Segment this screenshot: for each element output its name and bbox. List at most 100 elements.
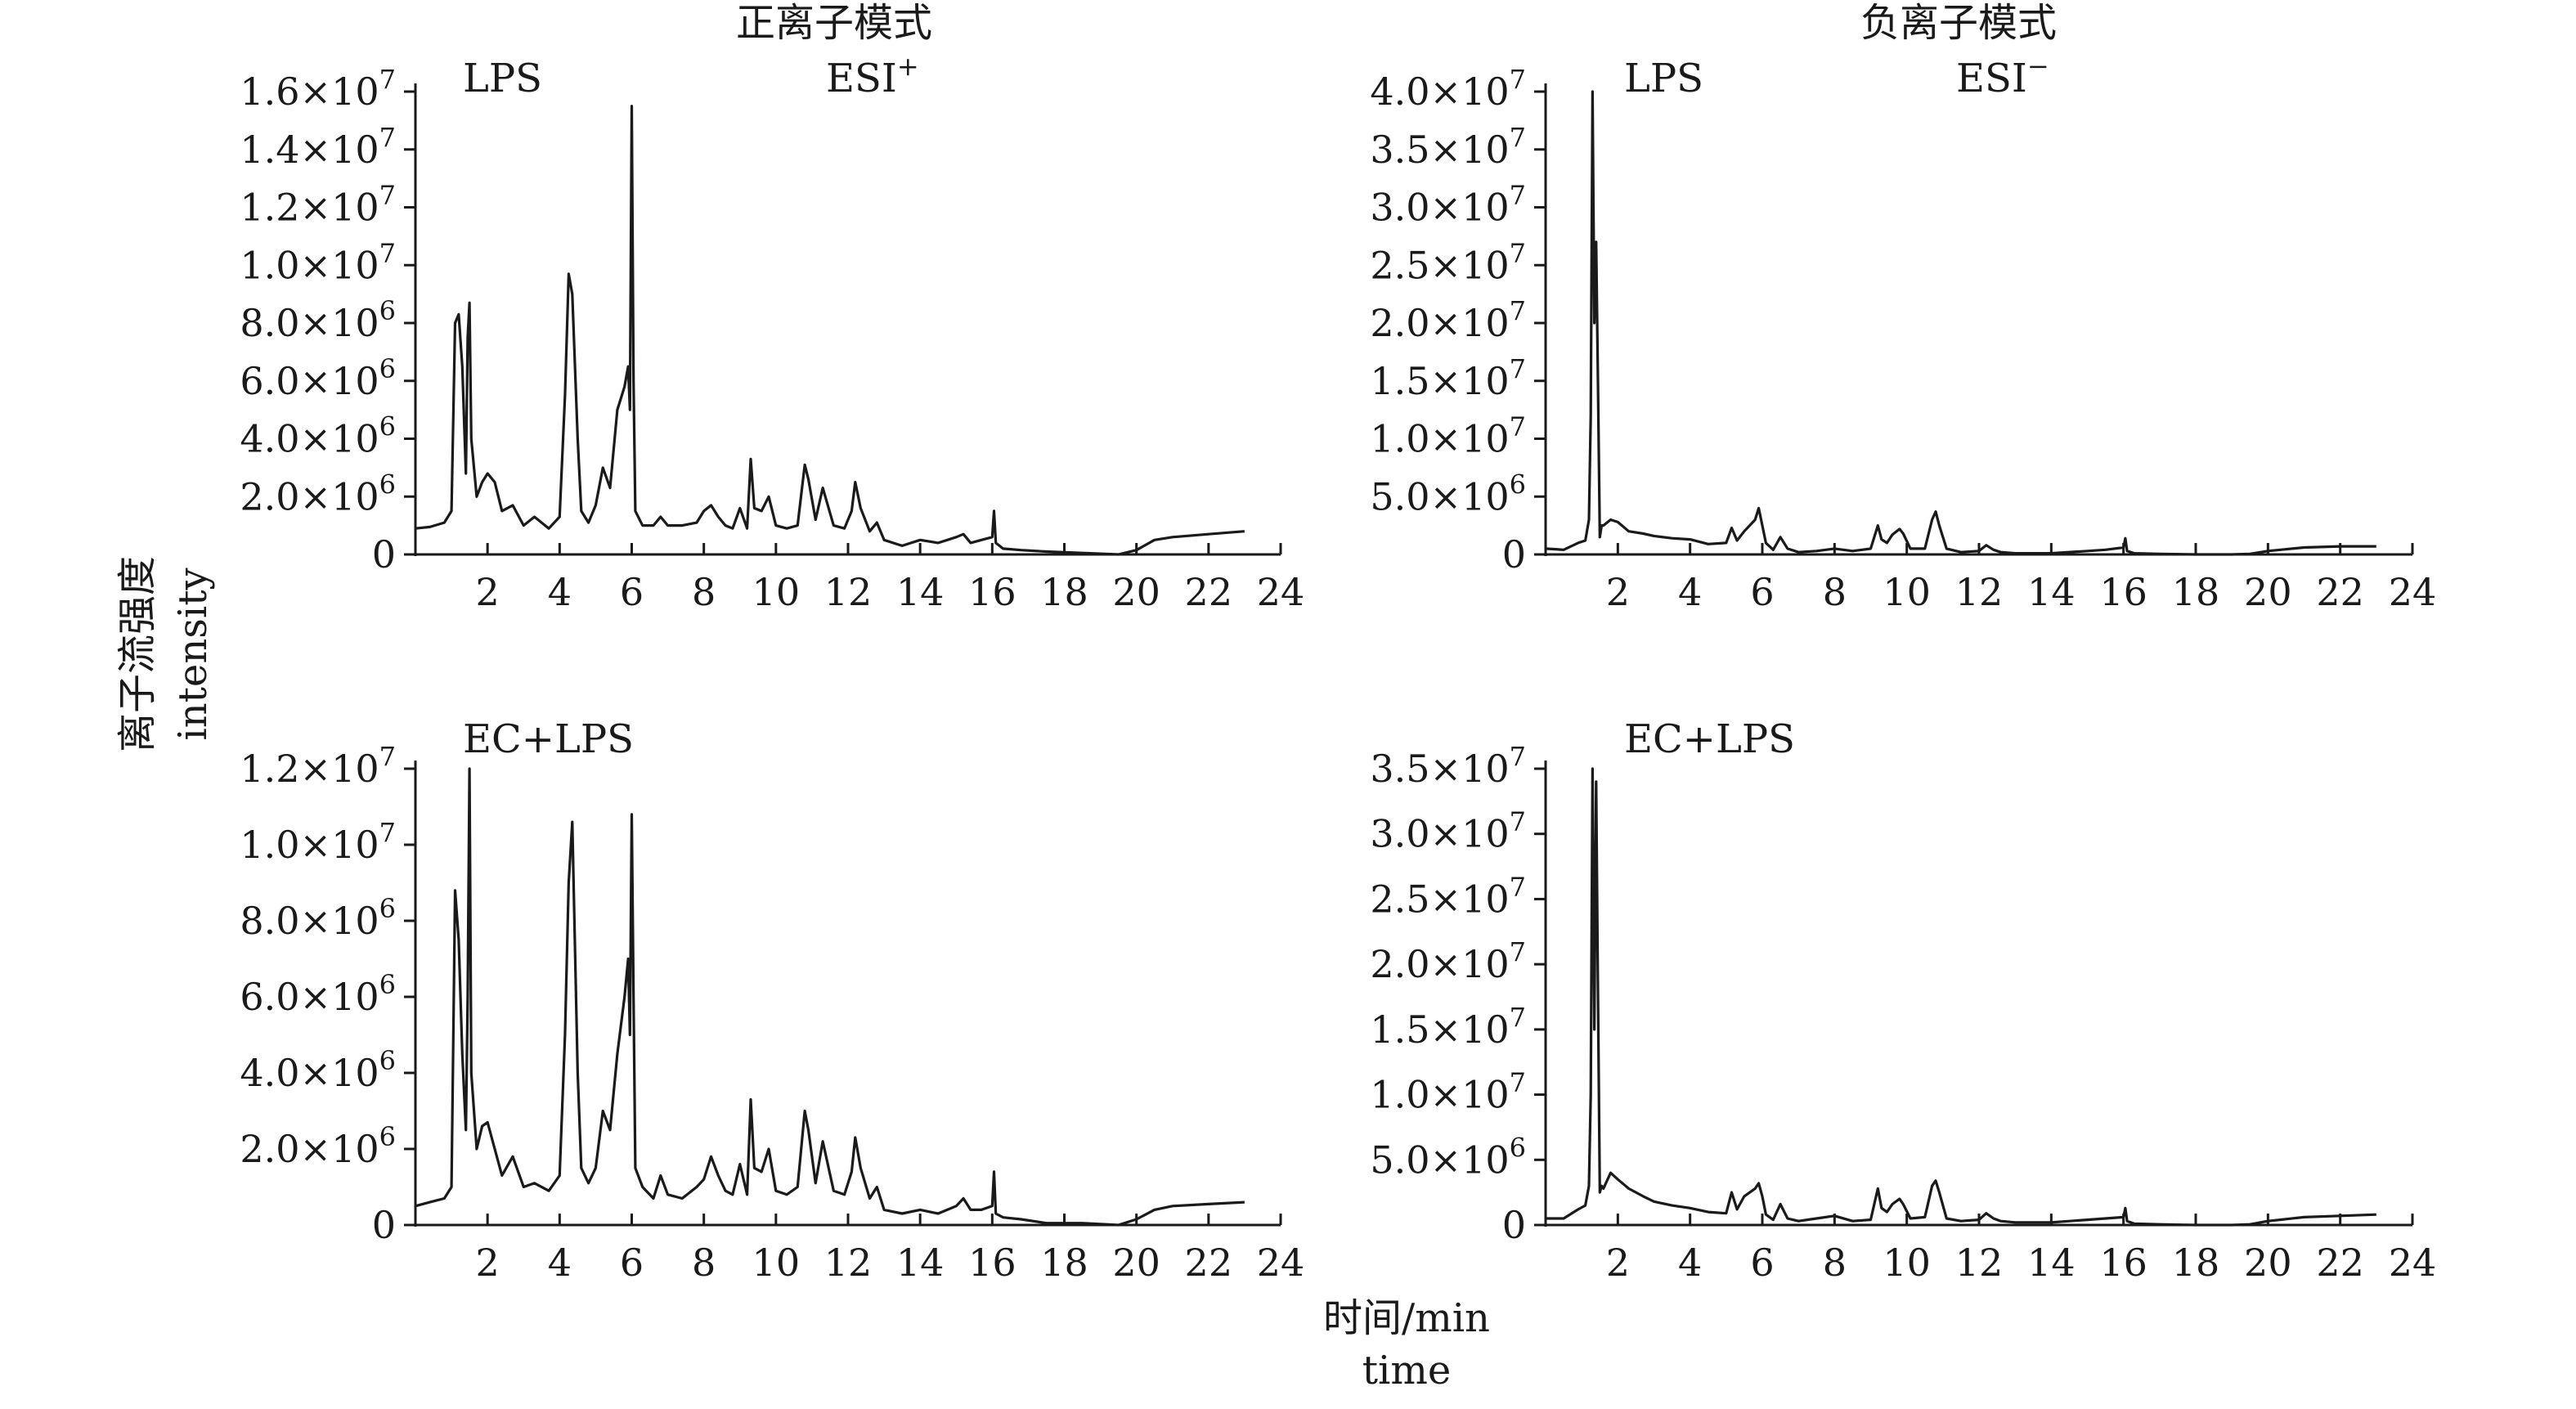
y-tick-label: 6.0×106	[240, 969, 396, 1019]
x-tick-label: 18	[2172, 570, 2220, 614]
y-tick-label: 1.2×107	[240, 741, 396, 791]
y-tick-label: 3.5×107	[1370, 122, 1526, 172]
panel-positive-ec-lps: 0 2.0×106 4.0×106 6.0×106 8.0×106 1.0×107 1.2×…	[240, 716, 1304, 1285]
y-tick-label: 4.0×106	[240, 1045, 396, 1095]
y-tick-label: 2.5×107	[1370, 871, 1526, 921]
x-tick-label: 10	[752, 1241, 801, 1285]
y-tick-label: 6.0×106	[240, 353, 396, 403]
y-tick-label: 3.0×107	[1370, 180, 1526, 230]
y-tick-label: 1.5×107	[1370, 1002, 1526, 1052]
y-tick-label: 4.0×106	[240, 411, 396, 461]
x-tick-label: 16	[2099, 570, 2147, 614]
x-tick-label: 4	[1678, 1241, 1702, 1285]
y-tick-label: 0	[372, 1203, 396, 1247]
y-tick-label: 8.0×106	[240, 893, 396, 943]
x-tick-label: 20	[1112, 1241, 1160, 1285]
panel-positive-lps: 0 2.0×106 4.0×106 6.0×106 8.0×106 1.0×107 1.2×…	[240, 51, 1304, 614]
y-tick-label: 5.0×106	[1370, 1132, 1526, 1182]
y-tick-label: 2.0×107	[1370, 936, 1526, 986]
x-tick-label: 14	[896, 570, 945, 614]
x-tick-label: 14	[2027, 1241, 2076, 1285]
x-tick-label: 2	[476, 1241, 500, 1285]
x-tick-label: 24	[1257, 1241, 1305, 1285]
x-tick-label: 12	[1955, 570, 2004, 614]
x-tick-label: 22	[1185, 1241, 1233, 1285]
x-tick-label: 2	[1606, 570, 1630, 614]
x-tick-label: 20	[1112, 570, 1160, 614]
x-tick-label: 6	[620, 570, 644, 614]
x-tick-label: 22	[1185, 570, 1233, 614]
ionization-mode-label: ESI+	[826, 51, 919, 101]
chromatogram-trace	[1546, 767, 2376, 1227]
x-tick-label: 8	[1823, 570, 1847, 614]
y-tick-label: 1.2×107	[240, 180, 396, 230]
x-tick-label: 2	[1606, 1241, 1630, 1285]
x-tick-label: 10	[1883, 570, 1931, 614]
y-tick-label: 1.0×107	[240, 237, 396, 287]
x-tick-label: 24	[2389, 570, 2437, 614]
y-axis-label-en: intensity	[170, 568, 216, 740]
x-axis-label-en: time	[1362, 1348, 1452, 1393]
y-tick-label: 0	[1502, 1203, 1526, 1247]
y-tick-label: 1.6×107	[240, 64, 396, 114]
x-tick-label: 6	[1750, 1241, 1774, 1285]
x-tick-label: 6	[1750, 570, 1774, 614]
y-tick-label: 2.0×107	[1370, 295, 1526, 345]
y-tick-label: 1.0×107	[240, 817, 396, 867]
x-tick-label: 18	[2172, 1241, 2220, 1285]
ionization-mode-label: ESI−	[1956, 51, 2049, 101]
x-tick-label: 18	[1040, 570, 1088, 614]
x-tick-label: 22	[2316, 570, 2364, 614]
chromatogram-trace	[415, 767, 1245, 1227]
y-tick-label: 2.0×106	[240, 1121, 396, 1171]
x-tick-label: 8	[1823, 1241, 1847, 1285]
y-tick-label: 2.0×106	[240, 469, 396, 518]
x-tick-label: 24	[2389, 1241, 2437, 1285]
x-tick-label: 20	[2244, 1241, 2292, 1285]
sample-label: LPS	[463, 56, 542, 101]
x-axis-label-cn: 时间/min	[1323, 1295, 1490, 1341]
x-tick-label: 6	[620, 1241, 644, 1285]
y-tick-label: 5.0×106	[1370, 469, 1526, 518]
x-tick-label: 4	[548, 570, 572, 614]
y-tick-label: 0	[1502, 532, 1526, 577]
y-tick-label: 3.5×107	[1370, 741, 1526, 791]
y-tick-label: 0	[372, 532, 396, 577]
x-tick-label: 22	[2316, 1241, 2364, 1285]
x-tick-label: 8	[692, 1241, 716, 1285]
x-tick-label: 14	[2027, 570, 2076, 614]
y-axis-label-group: 离子流强度 intensity	[114, 556, 216, 752]
x-tick-label: 18	[1040, 1241, 1088, 1285]
x-tick-label: 4	[548, 1241, 572, 1285]
sample-label: LPS	[1624, 56, 1703, 101]
y-tick-label: 3.0×107	[1370, 806, 1526, 856]
x-tick-label: 8	[692, 570, 716, 614]
x-tick-label: 2	[476, 570, 500, 614]
y-tick-label: 8.0×106	[240, 295, 396, 345]
x-tick-label: 10	[752, 570, 801, 614]
x-tick-label: 24	[1257, 570, 1305, 614]
x-tick-label: 12	[824, 1241, 873, 1285]
x-tick-label: 14	[896, 1241, 945, 1285]
y-tick-label: 1.0×107	[1370, 1067, 1526, 1117]
y-tick-label: 4.0×107	[1370, 64, 1526, 114]
x-tick-label: 4	[1678, 570, 1702, 614]
sample-label: EC+LPS	[1624, 716, 1795, 762]
panel-negative-lps: 0 5.0×106 1.0×107 1.5×107 2.0×107 2.5×107 3.0×…	[1370, 51, 2436, 614]
y-tick-label: 1.0×107	[1370, 411, 1526, 461]
y-tick-label: 2.5×107	[1370, 237, 1526, 287]
x-tick-label: 20	[2244, 570, 2292, 614]
chromatogram-trace	[415, 105, 1245, 556]
y-axis-label-cn: 离子流强度	[114, 556, 160, 752]
x-tick-label: 12	[1955, 1241, 2004, 1285]
y-tick-label: 1.4×107	[240, 122, 396, 172]
column-title-negative: 负离子模式	[1860, 0, 2057, 46]
x-tick-label: 12	[824, 570, 873, 614]
column-title-positive: 正离子模式	[736, 0, 932, 46]
panel-negative-ec-lps: 0 5.0×106 1.0×107 1.5×107 2.0×107 2.5×107 3.0×…	[1370, 716, 2436, 1285]
x-tick-label: 16	[968, 570, 1016, 614]
x-tick-label: 16	[2099, 1241, 2147, 1285]
x-tick-label: 16	[968, 1241, 1016, 1285]
sample-label: EC+LPS	[463, 716, 634, 762]
